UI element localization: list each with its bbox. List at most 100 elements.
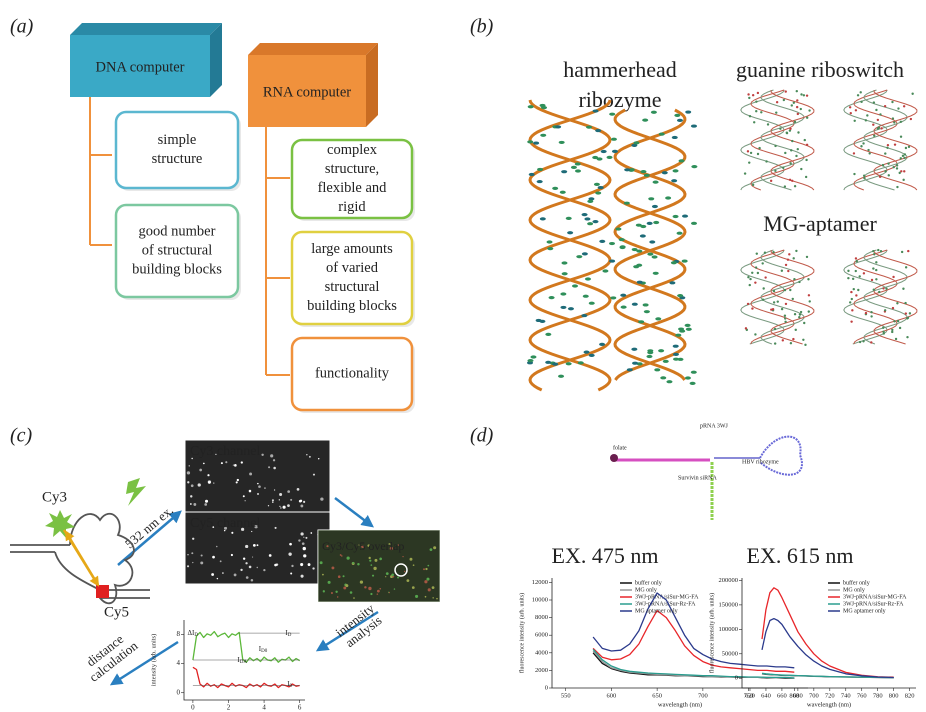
nucleotide bbox=[593, 109, 599, 112]
spot bbox=[257, 493, 259, 495]
spot bbox=[217, 578, 218, 579]
nucleotide bbox=[685, 324, 691, 327]
nucleotide bbox=[665, 196, 671, 199]
spot bbox=[287, 504, 290, 507]
panel-label: (b) bbox=[470, 16, 494, 38]
atom bbox=[784, 289, 786, 291]
nucleotide bbox=[549, 296, 555, 299]
x-tick-label: 820 bbox=[905, 692, 915, 699]
nucleotide bbox=[679, 159, 685, 162]
nucleotide bbox=[602, 269, 608, 272]
nucleotide bbox=[611, 138, 617, 141]
x-axis-label: wavelength (nm) bbox=[807, 701, 851, 708]
atom bbox=[785, 90, 787, 92]
atom bbox=[799, 313, 801, 315]
spot bbox=[245, 500, 246, 501]
y-tick-label: 0 bbox=[735, 675, 738, 682]
image-label: Cy5 channel bbox=[190, 516, 260, 531]
spot bbox=[268, 466, 270, 468]
atom bbox=[862, 340, 864, 342]
excitation-bolt bbox=[126, 478, 146, 506]
spot bbox=[299, 500, 302, 503]
atom bbox=[878, 126, 880, 128]
atom bbox=[781, 308, 783, 310]
nucleotide bbox=[609, 242, 615, 245]
y-tick-label: 4000 bbox=[535, 649, 548, 656]
spot bbox=[279, 506, 280, 507]
spot bbox=[245, 562, 247, 564]
nucleotide bbox=[682, 259, 688, 262]
nucleotide bbox=[682, 214, 688, 217]
atom bbox=[764, 276, 766, 278]
atom bbox=[800, 168, 802, 170]
spot bbox=[263, 569, 265, 571]
spot bbox=[246, 576, 249, 579]
x-tick-label: 700 bbox=[809, 692, 819, 699]
nucleotide bbox=[685, 376, 691, 379]
atom bbox=[774, 145, 776, 147]
spot bbox=[213, 482, 214, 483]
atom bbox=[905, 147, 907, 149]
spot bbox=[279, 499, 280, 500]
spot bbox=[290, 499, 292, 501]
nucleotide bbox=[539, 320, 545, 323]
nucleotide bbox=[581, 314, 587, 317]
atom bbox=[853, 173, 855, 175]
atom bbox=[872, 124, 874, 126]
atom bbox=[790, 342, 792, 344]
spot bbox=[200, 561, 203, 564]
atom bbox=[747, 276, 749, 278]
atom bbox=[910, 118, 912, 120]
atom bbox=[892, 276, 894, 278]
spot bbox=[280, 507, 282, 509]
schematic-label: folate bbox=[613, 444, 627, 451]
x-tick-label: 640 bbox=[761, 692, 771, 699]
atom bbox=[884, 105, 886, 107]
spot bbox=[187, 565, 189, 567]
atom bbox=[882, 327, 884, 329]
spot bbox=[249, 472, 252, 475]
nucleotide bbox=[537, 180, 543, 183]
atom bbox=[779, 127, 781, 129]
atom bbox=[860, 145, 862, 147]
arrow bbox=[335, 498, 372, 526]
box-text: building blocks bbox=[307, 298, 397, 314]
nucleotide bbox=[640, 170, 646, 173]
atom bbox=[903, 105, 905, 107]
nucleotide bbox=[674, 114, 680, 117]
nucleotide bbox=[659, 133, 665, 136]
atom bbox=[905, 312, 907, 314]
nucleotide bbox=[675, 334, 681, 337]
nucleotide bbox=[589, 354, 595, 357]
atom bbox=[860, 101, 862, 103]
nucleotide bbox=[571, 166, 577, 169]
series-line bbox=[193, 667, 300, 687]
atom bbox=[796, 106, 798, 108]
atom bbox=[900, 121, 902, 123]
atom bbox=[765, 160, 767, 162]
atom bbox=[750, 152, 752, 154]
atom bbox=[875, 109, 877, 111]
atom bbox=[870, 341, 872, 343]
atom bbox=[857, 94, 859, 96]
nucleotide bbox=[598, 186, 604, 189]
atom bbox=[752, 184, 754, 186]
fret-arrow bbox=[66, 532, 98, 585]
atom bbox=[857, 289, 859, 291]
nucleotide bbox=[576, 255, 582, 258]
nucleotide bbox=[643, 303, 649, 306]
nucleotide bbox=[540, 134, 546, 137]
nucleotide bbox=[691, 165, 697, 168]
spot bbox=[187, 481, 189, 483]
atom bbox=[754, 281, 756, 283]
atom bbox=[859, 275, 861, 277]
rna-backbone bbox=[615, 110, 685, 380]
atom bbox=[796, 99, 798, 101]
atom bbox=[798, 316, 800, 318]
atom bbox=[753, 121, 755, 123]
rna-backbone bbox=[771, 250, 814, 344]
atom bbox=[806, 94, 808, 96]
spot bbox=[192, 562, 193, 563]
spot bbox=[212, 556, 215, 559]
atom bbox=[797, 113, 799, 115]
